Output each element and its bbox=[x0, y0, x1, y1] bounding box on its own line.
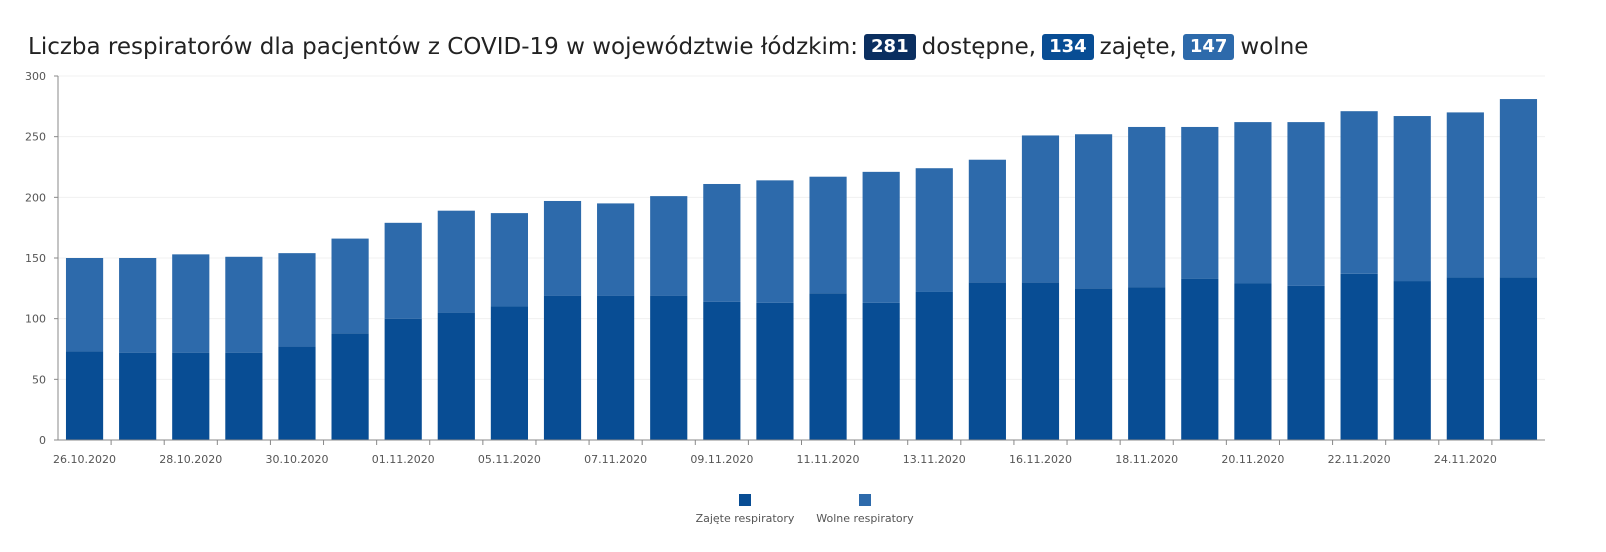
bar-occupied bbox=[1340, 273, 1378, 440]
bar-free bbox=[1021, 135, 1060, 283]
y-tick-label: 300 bbox=[25, 70, 46, 83]
x-tick-label: 07.11.2020 bbox=[584, 453, 647, 466]
legend-label-free: Wolne respiratory bbox=[816, 512, 914, 525]
bar-occupied bbox=[331, 333, 369, 440]
legend-item-free[interactable]: Wolne respiratory bbox=[805, 494, 925, 525]
bar-free bbox=[172, 254, 210, 353]
bar-free bbox=[597, 203, 635, 296]
bar-occupied bbox=[1234, 283, 1272, 440]
total-count-badge: 281 bbox=[864, 34, 916, 60]
title-prefix: Liczba respiratorów dla pacjentów z COVI… bbox=[28, 34, 859, 60]
x-tick-label: 05.11.2020 bbox=[478, 453, 541, 466]
y-tick-label: 100 bbox=[25, 313, 46, 326]
chart-legend: Zajęte respiratory Wolne respiratory bbox=[0, 494, 1606, 534]
y-tick-label: 150 bbox=[25, 252, 46, 265]
bar-occupied bbox=[915, 291, 953, 440]
x-tick-label: 26.10.2020 bbox=[53, 453, 116, 466]
bar-occupied bbox=[597, 295, 635, 440]
bar-free bbox=[1393, 116, 1431, 282]
bar-free bbox=[1499, 99, 1538, 278]
y-tick-label: 200 bbox=[25, 191, 46, 204]
occupied-count-badge: 134 bbox=[1042, 34, 1094, 60]
bar-occupied bbox=[809, 293, 847, 440]
bar-free bbox=[543, 200, 582, 296]
bar-occupied bbox=[703, 301, 741, 440]
bar-free bbox=[1128, 126, 1166, 288]
bar-occupied bbox=[437, 312, 475, 440]
x-tick-label: 30.10.2020 bbox=[265, 453, 328, 466]
bar-occupied bbox=[1393, 281, 1431, 440]
legend-item-occupied[interactable]: Zajęte respiratory bbox=[690, 494, 800, 525]
y-tick-label: 0 bbox=[39, 434, 46, 447]
x-tick-label: 24.11.2020 bbox=[1434, 453, 1497, 466]
bar-free bbox=[862, 171, 900, 303]
bar-occupied bbox=[1128, 287, 1166, 440]
x-tick-label: 28.10.2020 bbox=[159, 453, 222, 466]
x-tick-label: 18.11.2020 bbox=[1115, 453, 1178, 466]
bar-free bbox=[225, 256, 263, 353]
bar-occupied bbox=[278, 346, 316, 440]
bar-occupied bbox=[1287, 285, 1325, 440]
x-tick-label: 01.11.2020 bbox=[372, 453, 435, 466]
bar-free bbox=[968, 159, 1006, 283]
bar-occupied bbox=[650, 295, 688, 440]
bar-occupied bbox=[225, 352, 263, 440]
bar-free bbox=[65, 258, 104, 352]
bar-occupied bbox=[1075, 288, 1113, 440]
bar-occupied bbox=[756, 302, 794, 440]
bar-occupied bbox=[119, 352, 157, 440]
bar-occupied bbox=[1499, 277, 1538, 440]
bar-free bbox=[915, 168, 953, 292]
bar-occupied bbox=[1446, 277, 1484, 440]
legend-swatch-occupied bbox=[739, 494, 751, 506]
bar-free bbox=[278, 253, 316, 347]
y-tick-label: 250 bbox=[25, 131, 46, 144]
bar-free bbox=[437, 210, 475, 313]
x-tick-label: 09.11.2020 bbox=[690, 453, 753, 466]
bar-occupied bbox=[968, 282, 1006, 440]
bar-occupied bbox=[65, 351, 104, 440]
bar-occupied bbox=[384, 318, 422, 440]
bar-free bbox=[1340, 111, 1378, 274]
bar-occupied bbox=[172, 352, 210, 440]
bar-free bbox=[384, 222, 422, 319]
bar-occupied bbox=[1181, 278, 1219, 440]
legend-swatch-free bbox=[859, 494, 871, 506]
bar-free bbox=[756, 180, 794, 303]
x-tick-label: 11.11.2020 bbox=[797, 453, 860, 466]
bar-free bbox=[1287, 122, 1325, 286]
bar-free bbox=[809, 176, 847, 294]
occupied-label: zajęte, bbox=[1099, 34, 1177, 60]
bar-free bbox=[1234, 122, 1272, 284]
bar-occupied bbox=[1021, 282, 1060, 440]
bar-occupied bbox=[490, 306, 528, 440]
y-tick-label: 50 bbox=[32, 373, 46, 386]
bar-free bbox=[1181, 126, 1219, 279]
bar-free bbox=[1446, 112, 1484, 278]
x-tick-label: 16.11.2020 bbox=[1009, 453, 1072, 466]
bar-occupied bbox=[543, 295, 582, 440]
bar-free bbox=[650, 196, 688, 296]
bar-free bbox=[331, 238, 369, 334]
bar-free bbox=[1075, 134, 1113, 289]
legend-label-occupied: Zajęte respiratory bbox=[695, 512, 795, 525]
free-label: wolne bbox=[1240, 34, 1309, 60]
bar-free bbox=[703, 183, 741, 302]
total-label: dostępne, bbox=[921, 34, 1037, 60]
x-tick-label: 13.11.2020 bbox=[903, 453, 966, 466]
bar-free bbox=[490, 213, 528, 307]
free-count-badge: 147 bbox=[1182, 34, 1235, 60]
chart-title: Liczba respiratorów dla pacjentów z COVI… bbox=[28, 30, 1308, 64]
bar-free bbox=[119, 258, 157, 353]
x-tick-label: 20.11.2020 bbox=[1221, 453, 1284, 466]
x-tick-label: 22.11.2020 bbox=[1328, 453, 1391, 466]
bar-occupied bbox=[862, 302, 900, 440]
